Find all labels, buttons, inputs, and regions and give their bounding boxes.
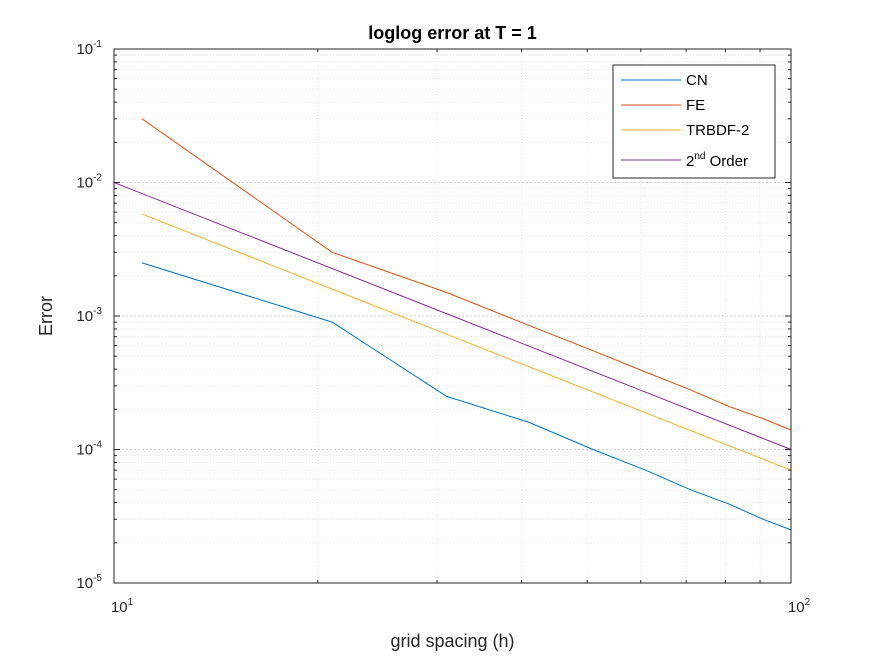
y-tick-label-exponent: -5 — [93, 573, 102, 584]
y-tick-label-exponent: -2 — [93, 173, 102, 184]
y-tick-label-exponent: -3 — [93, 306, 102, 317]
legend: CN FE TRBDF-2 2nd Order — [612, 64, 776, 179]
y-tick-label-base: 10 — [76, 308, 93, 325]
legend-label-cn: CN — [686, 72, 708, 89]
x-tick-label: 101 — [111, 597, 134, 616]
y-tick-label: 10-4 — [76, 440, 102, 459]
y-tick-label: 10-1 — [76, 39, 102, 58]
chart-title: loglog error at T = 1 — [368, 23, 537, 43]
y-tick-label-base: 10 — [76, 442, 93, 459]
x-tick-label-base: 10 — [788, 599, 805, 616]
y-tick-label-base: 10 — [76, 41, 93, 58]
y-axis-label: Error — [36, 296, 56, 336]
y-tick-label-exponent: -1 — [93, 39, 102, 50]
x-tick-label-exponent: 2 — [805, 597, 811, 608]
series-line-cn — [141, 262, 792, 531]
legend-2nd-order-sup: nd — [694, 151, 705, 162]
y-tick-label-exponent: -4 — [93, 440, 102, 451]
legend-2nd-order-base: 2 — [686, 153, 694, 170]
legend-label-fe: FE — [686, 97, 705, 114]
x-tick-label-exponent: 1 — [128, 597, 134, 608]
legend-box — [612, 64, 776, 179]
legend-2nd-order-rest: Order — [705, 153, 748, 170]
x-axis-label: grid spacing (h) — [390, 631, 514, 651]
series-line-trbdf2 — [141, 213, 792, 471]
y-tick-label-base: 10 — [76, 575, 93, 592]
series-line-2nd-order — [113, 182, 792, 450]
y-tick-label: 10-5 — [76, 573, 102, 592]
series-layer — [113, 118, 792, 531]
x-tick-label-base: 10 — [111, 599, 128, 616]
legend-label-trbdf2: TRBDF-2 — [686, 122, 749, 139]
x-tick-label: 102 — [788, 597, 811, 616]
y-tick-label-base: 10 — [76, 175, 93, 192]
axis-ticks — [113, 48, 792, 584]
y-tick-label: 10-3 — [76, 306, 102, 325]
y-tick-label: 10-2 — [76, 173, 102, 192]
series-line-fe — [141, 118, 792, 431]
legend-label-2nd-order: 2nd Order — [686, 151, 748, 170]
